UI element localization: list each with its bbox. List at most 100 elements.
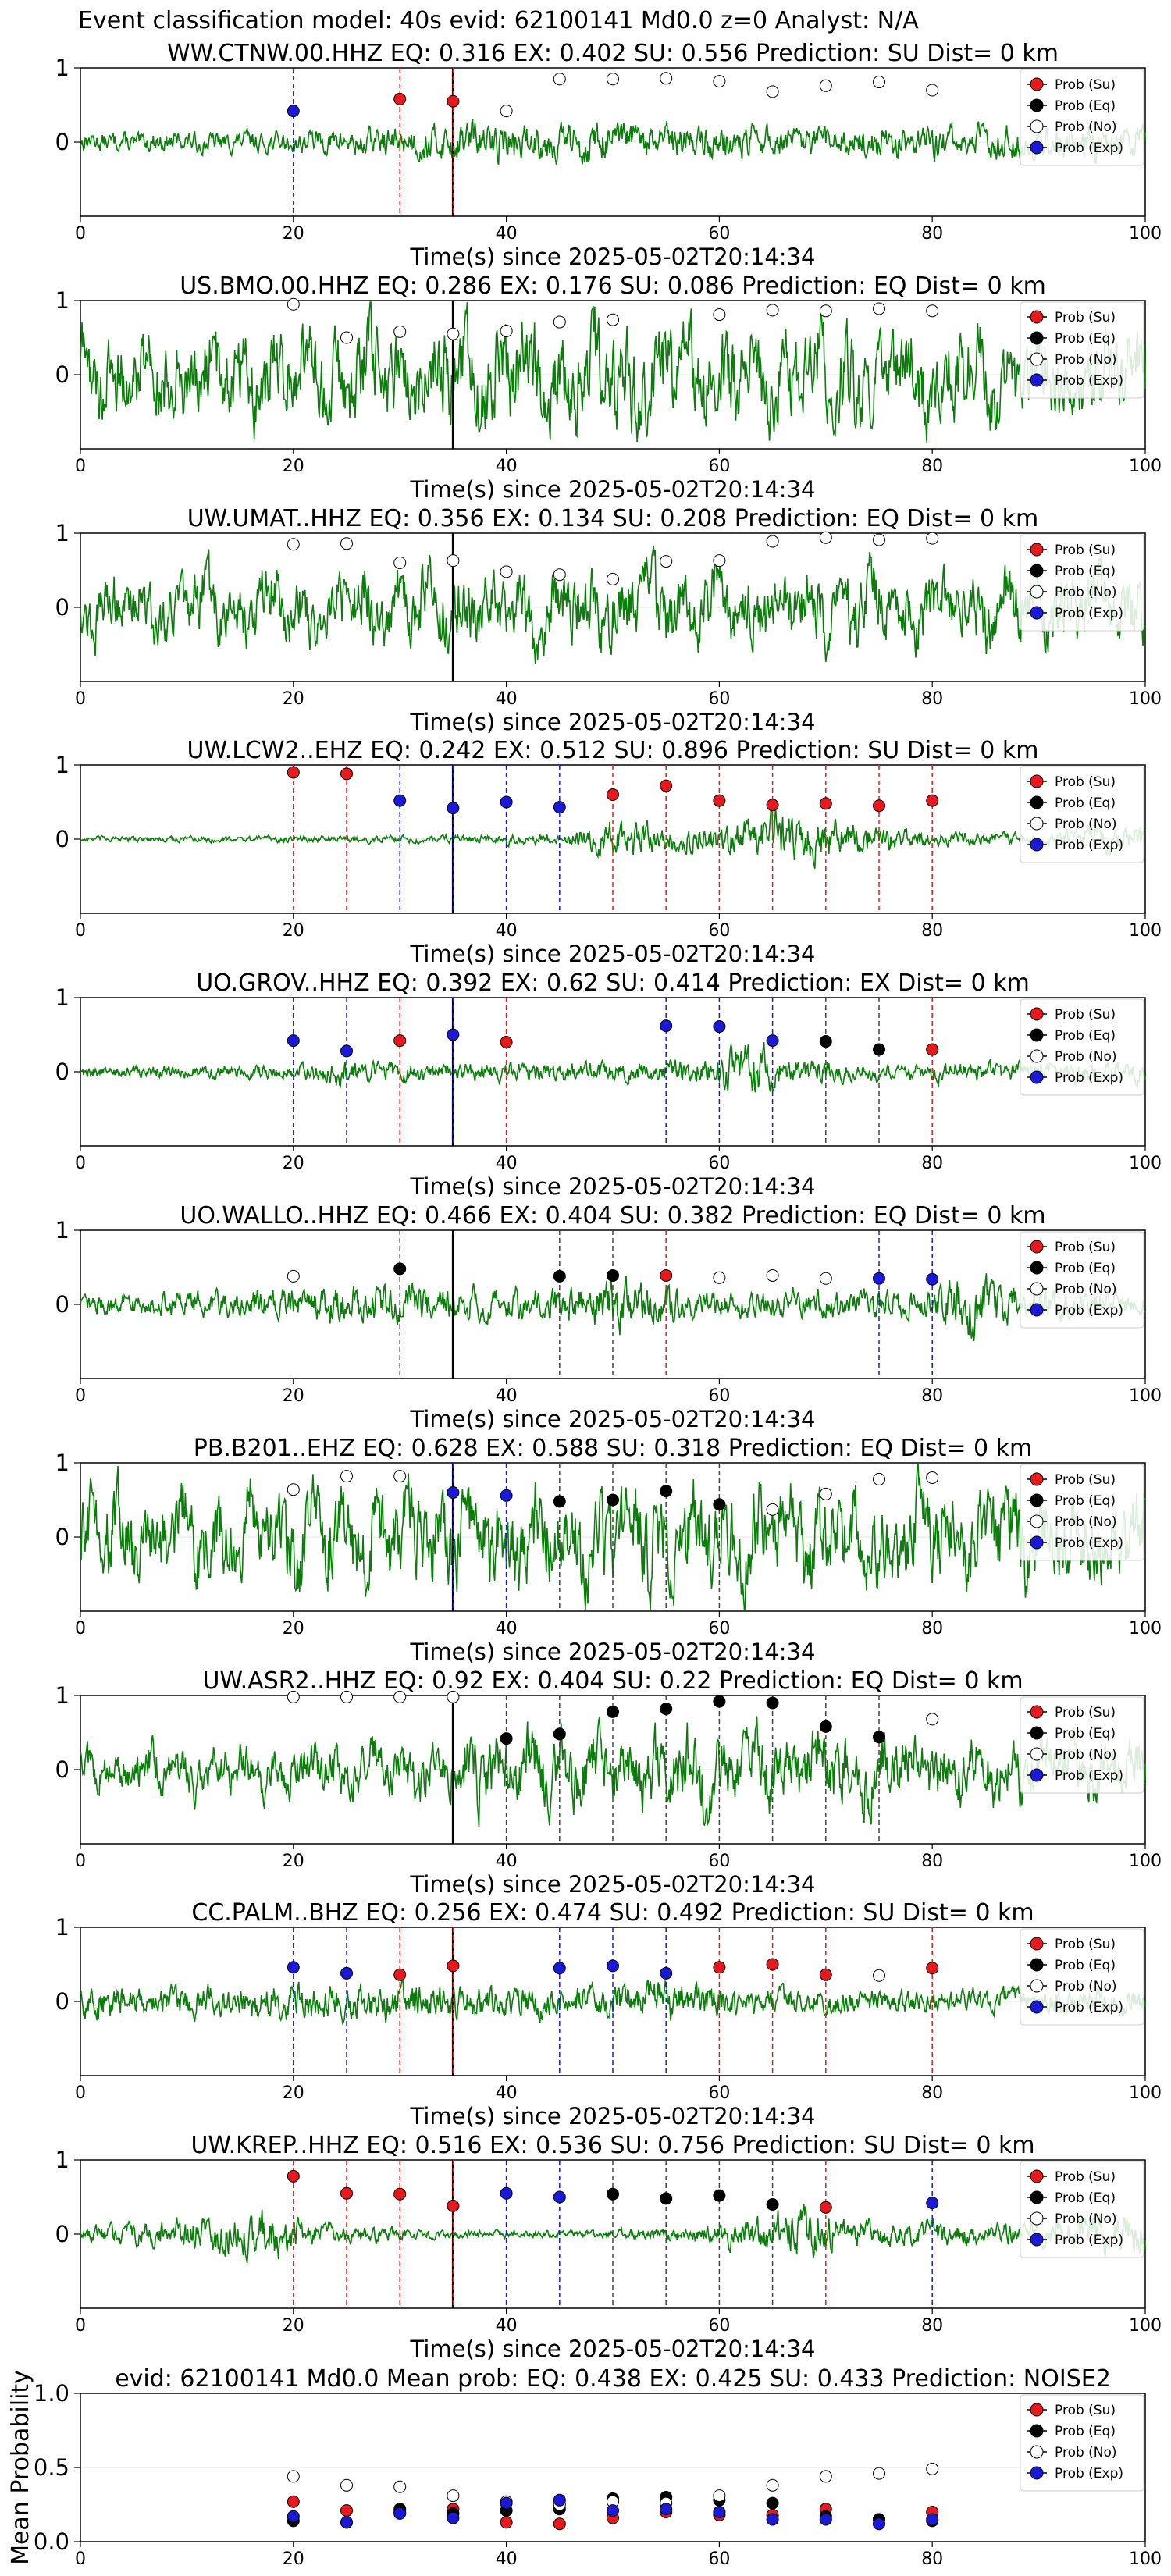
mean-prob-point-no [819,2470,832,2483]
prob-point-eq [819,1035,832,1048]
prob-point-su [766,799,779,812]
prob-point-exp [766,1034,779,1048]
x-tick-label: 40 [496,1619,518,1638]
mean-prob-point-no [713,2489,726,2503]
legend-marker-eq [1030,1726,1044,1740]
prob-point-eq [553,1269,566,1283]
waveform-trace [80,1273,1146,1342]
prob-point-su [447,94,460,108]
x-tick-label: 80 [921,2549,943,2569]
prob-point-no [287,297,300,311]
y-tick-label: 0 [55,826,69,852]
y-tick-label: 0 [55,1524,69,1550]
x-tick-label: 20 [283,1386,304,1406]
x-axis-label: Time(s) since 2025-05-02T20:14:34 [410,1638,816,1665]
mean-prob-point-exp [393,2507,407,2520]
mean-prob-point-no [393,2480,407,2493]
waveform-trace [80,802,1146,869]
prob-point-eq [766,1696,779,1710]
mean-prob-point-exp [713,2506,726,2518]
y-tick-label: 0 [55,1291,69,1318]
legend-marker-no [1030,119,1044,133]
legend-marker-su [1030,1705,1044,1719]
prob-point-su [819,2201,832,2214]
legend-box [1020,766,1144,863]
prob-point-exp [500,2186,513,2200]
prob-point-su [926,1962,939,1975]
mean-prob-point-exp [819,2513,832,2526]
mean-prob-point-no [766,2478,779,2492]
legend-label-exp: Prob (Exp) [1055,2233,1123,2248]
figure-suptitle: Event classification model: 40s evid: 62… [78,7,919,34]
mean-prob-point-exp [607,2504,619,2517]
legend-label-eq: Prob (Eq) [1055,1726,1116,1742]
y-tick-label: 1.0 [34,2380,69,2407]
legend-marker-exp [1030,2000,1044,2014]
panel-title: UW.LCW2..EHZ EQ: 0.242 EX: 0.512 SU: 0.8… [187,737,1038,764]
x-tick-label: 60 [708,1852,730,1871]
x-tick-label: 20 [283,1619,304,1638]
panel-9: CC.PALM..BHZ EQ: 0.256 EX: 0.474 SU: 0.4… [55,1899,1162,2129]
x-tick-label: 100 [1129,1619,1162,1638]
y-tick-label: 1 [55,1450,69,1476]
prob-point-exp [500,795,513,809]
x-tick-label: 80 [921,689,943,709]
prob-point-no [607,313,619,326]
legend-label-su: Prob (Su) [1055,2403,1116,2418]
legend-label-eq: Prob (Eq) [1055,564,1116,579]
x-tick-label: 60 [708,921,730,941]
prob-point-eq [607,1493,619,1507]
prob-point-no [447,1690,460,1703]
prob-point-su [713,794,726,807]
x-tick-label: 100 [1129,1154,1162,1173]
y-tick-label: 1 [55,984,69,1011]
x-tick-label: 0 [75,1852,86,1871]
y-tick-label: 1 [55,2147,69,2173]
legend-label-su: Prob (Su) [1055,1937,1116,1952]
x-axis-label: Time(s) since 2025-05-02T20:14:34 [410,244,816,270]
legend-marker-eq [1030,1958,1044,1972]
prob-point-no [660,555,673,568]
prob-point-no [340,1470,353,1483]
panel-5: UO.GROV..HHZ EQ: 0.392 EX: 0.62 SU: 0.41… [55,970,1162,1200]
prob-point-no [819,79,832,92]
panel-11: evid: 62100141 Md0.0 Mean prob: EQ: 0.43… [7,2365,1162,2569]
legend-label-eq: Prob (Eq) [1055,2190,1116,2206]
prob-point-no [873,1472,885,1485]
prob-point-no [819,1487,832,1500]
waveform-trace [80,2204,1146,2264]
legend-label-no: Prob (No) [1055,1282,1117,1297]
legend-box [1020,534,1144,632]
prob-point-no [447,327,460,340]
mean-prob-point-no [926,2462,939,2475]
legend-label-no: Prob (No) [1055,352,1117,368]
legend-label-exp: Prob (Exp) [1055,1303,1123,1318]
x-tick-label: 20 [283,1852,304,1871]
prob-point-no [713,554,726,568]
legend-marker-su [1030,1937,1044,1951]
y-tick-label: 1 [55,55,69,81]
prob-point-no [607,73,619,86]
prob-point-eq [660,1485,673,1498]
mean-prob-point-exp [340,2516,353,2529]
waveform-trace [80,1041,1146,1093]
y-tick-label: 1 [55,520,69,546]
prob-point-su [340,767,353,781]
prob-point-no [393,1690,407,1703]
x-tick-label: 20 [283,457,304,476]
panel-title: PB.B201..EHZ EQ: 0.628 EX: 0.588 SU: 0.3… [194,1435,1033,1462]
prob-point-no [553,568,566,582]
legend-label-no: Prob (No) [1055,817,1117,832]
x-tick-label: 100 [1129,2083,1162,2103]
prob-point-exp [926,1272,939,1286]
x-tick-label: 0 [75,224,86,244]
prob-point-no [926,532,939,545]
prob-point-eq [607,1268,619,1282]
waveform-trace [80,1976,1146,2026]
legend-marker-su [1030,1472,1044,1486]
x-tick-label: 0 [75,2083,86,2103]
prob-point-exp [447,802,460,815]
prob-point-no [553,73,566,86]
x-axis-label: Time(s) since 2025-05-02T20:14:34 [410,1406,816,1432]
prob-point-su [819,797,832,810]
